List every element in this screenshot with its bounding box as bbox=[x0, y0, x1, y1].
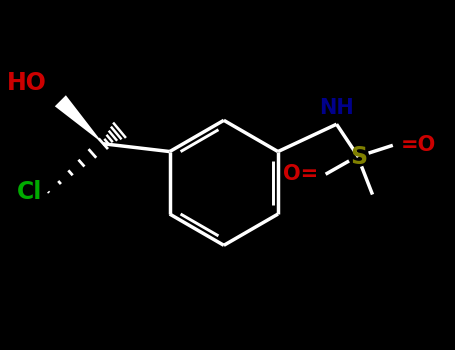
Text: S: S bbox=[350, 145, 367, 169]
Polygon shape bbox=[55, 95, 103, 144]
Text: O=: O= bbox=[283, 164, 318, 184]
Text: NH: NH bbox=[319, 98, 354, 118]
Text: Cl: Cl bbox=[17, 180, 42, 204]
Text: HO: HO bbox=[6, 71, 46, 94]
Text: =O: =O bbox=[400, 135, 436, 155]
